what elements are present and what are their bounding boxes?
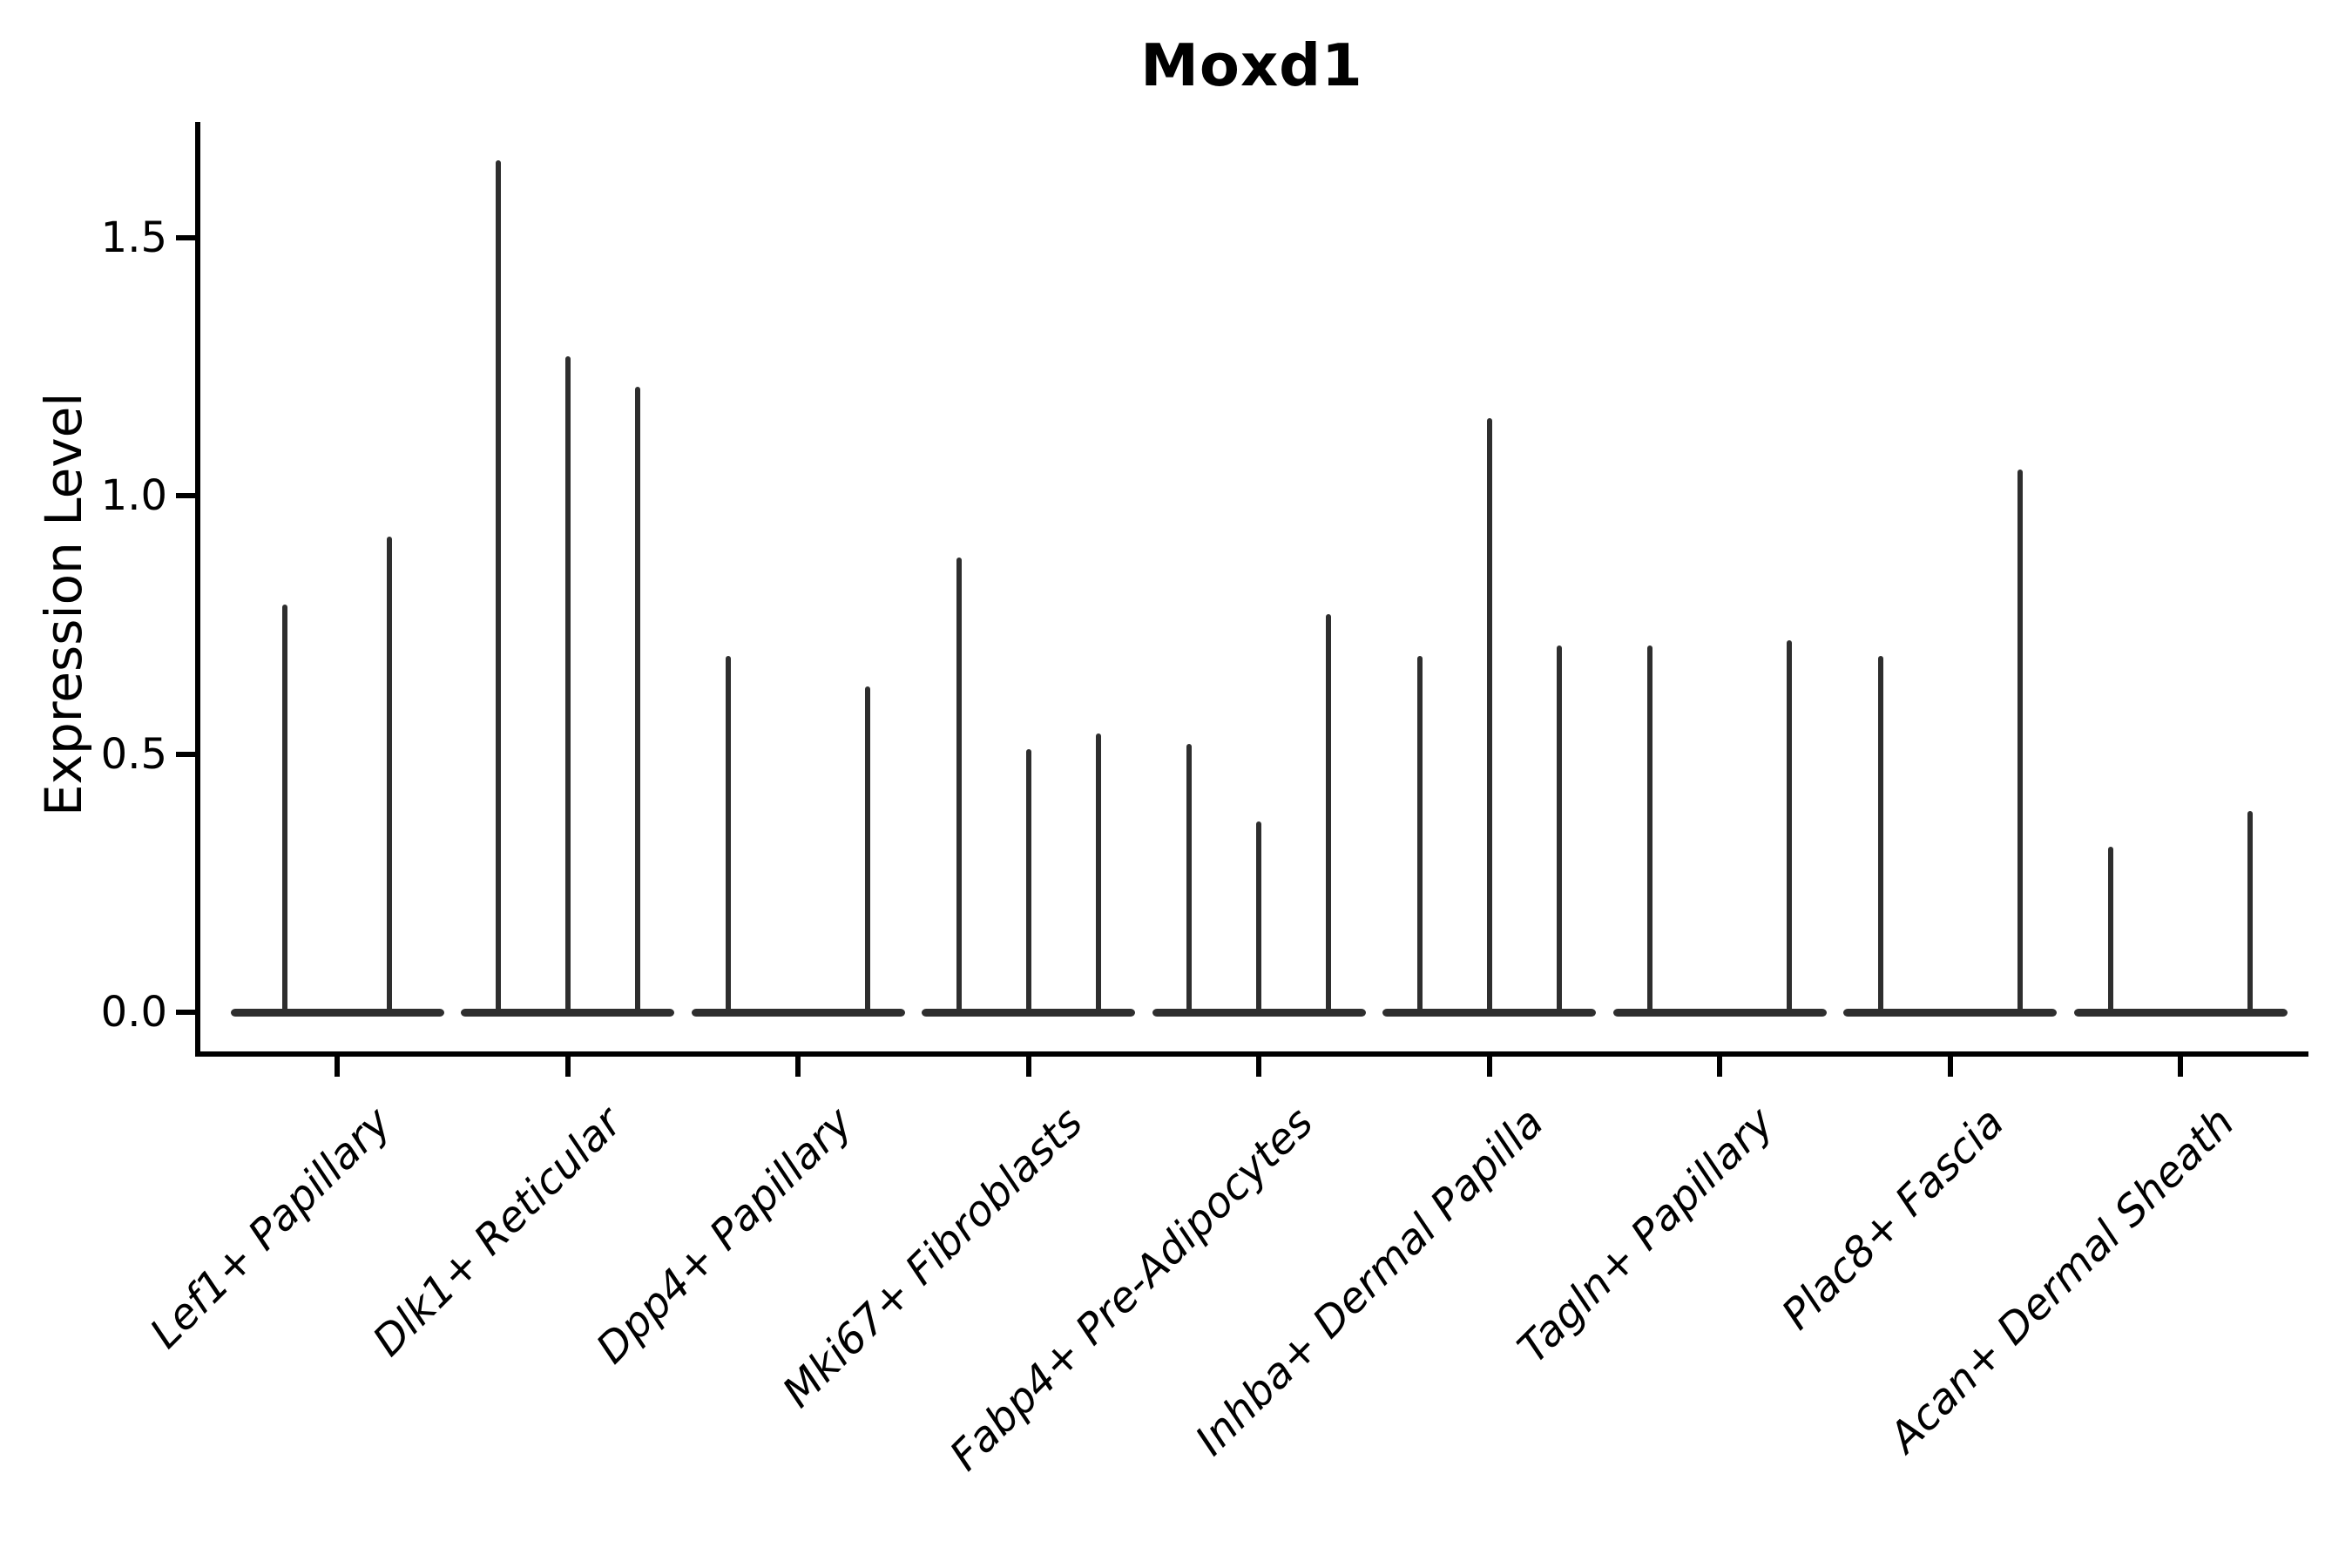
violin-spike [865, 686, 870, 1012]
x-tick-mark [1256, 1057, 1261, 1077]
x-tick-mark [2178, 1057, 2183, 1077]
violin-spike [1095, 733, 1101, 1012]
violin-spike [1186, 743, 1192, 1012]
y-axis-spine [195, 122, 200, 1057]
x-tick-mark [1486, 1057, 1492, 1077]
violin-spike [726, 655, 731, 1012]
y-tick-mark [176, 751, 195, 757]
violin-spike [1025, 748, 1031, 1012]
chart-title: Moxd1 [1140, 31, 1363, 99]
violin-base [1612, 1008, 1827, 1017]
x-tick-label: Dlk1+ Reticular [363, 1098, 632, 1366]
violin-spike [1647, 645, 1652, 1012]
x-tick-label: Dpp4+ Papillary [586, 1098, 862, 1374]
violin-base [2073, 1008, 2288, 1017]
x-tick-mark [795, 1057, 801, 1077]
y-tick-mark [176, 1010, 195, 1015]
y-tick-label: 0.0 [100, 988, 167, 1037]
x-axis-spine [195, 1051, 2308, 1057]
x-tick-mark [335, 1057, 340, 1077]
x-tick-label: Plac8+ Fascia [1773, 1098, 2014, 1340]
violin-base [461, 1008, 674, 1017]
violin-spike [1556, 645, 1562, 1012]
y-tick-label: 1.5 [100, 213, 167, 262]
violin-spike [2108, 847, 2113, 1012]
violin-base [1382, 1008, 1596, 1017]
violin-spike [1416, 655, 1423, 1012]
y-tick-mark [176, 234, 195, 240]
x-tick-mark [1025, 1057, 1031, 1077]
violin-base [1152, 1008, 1366, 1017]
violin-base [922, 1008, 1135, 1017]
x-tick-mark [1717, 1057, 1722, 1077]
violin-spike [1326, 614, 1331, 1012]
violin-spike [1877, 655, 1883, 1012]
violin-base [230, 1008, 444, 1017]
violin-spike [564, 355, 571, 1012]
y-tick-mark [176, 493, 195, 498]
violin-spike [387, 537, 392, 1012]
x-tick-label: Tagln+ Papillary [1508, 1098, 1784, 1373]
y-tick-label: 0.5 [100, 729, 167, 779]
y-tick-label: 1.0 [100, 471, 167, 520]
violin-spike [1256, 821, 1261, 1012]
violin-spike [956, 558, 962, 1012]
x-tick-mark [1947, 1057, 1953, 1077]
x-tick-mark [564, 1057, 571, 1077]
violin-spike [1787, 640, 1792, 1012]
violin-base [1843, 1008, 2057, 1017]
violin-spike [634, 387, 640, 1012]
violin-spike [2017, 470, 2023, 1012]
violin-spike [495, 159, 501, 1012]
violin-base [691, 1008, 905, 1017]
violin-spike [282, 604, 287, 1012]
violin-spike [2247, 810, 2253, 1012]
x-tick-label: Lef1+ Papillary [141, 1098, 402, 1358]
violin-spike [1486, 418, 1492, 1012]
